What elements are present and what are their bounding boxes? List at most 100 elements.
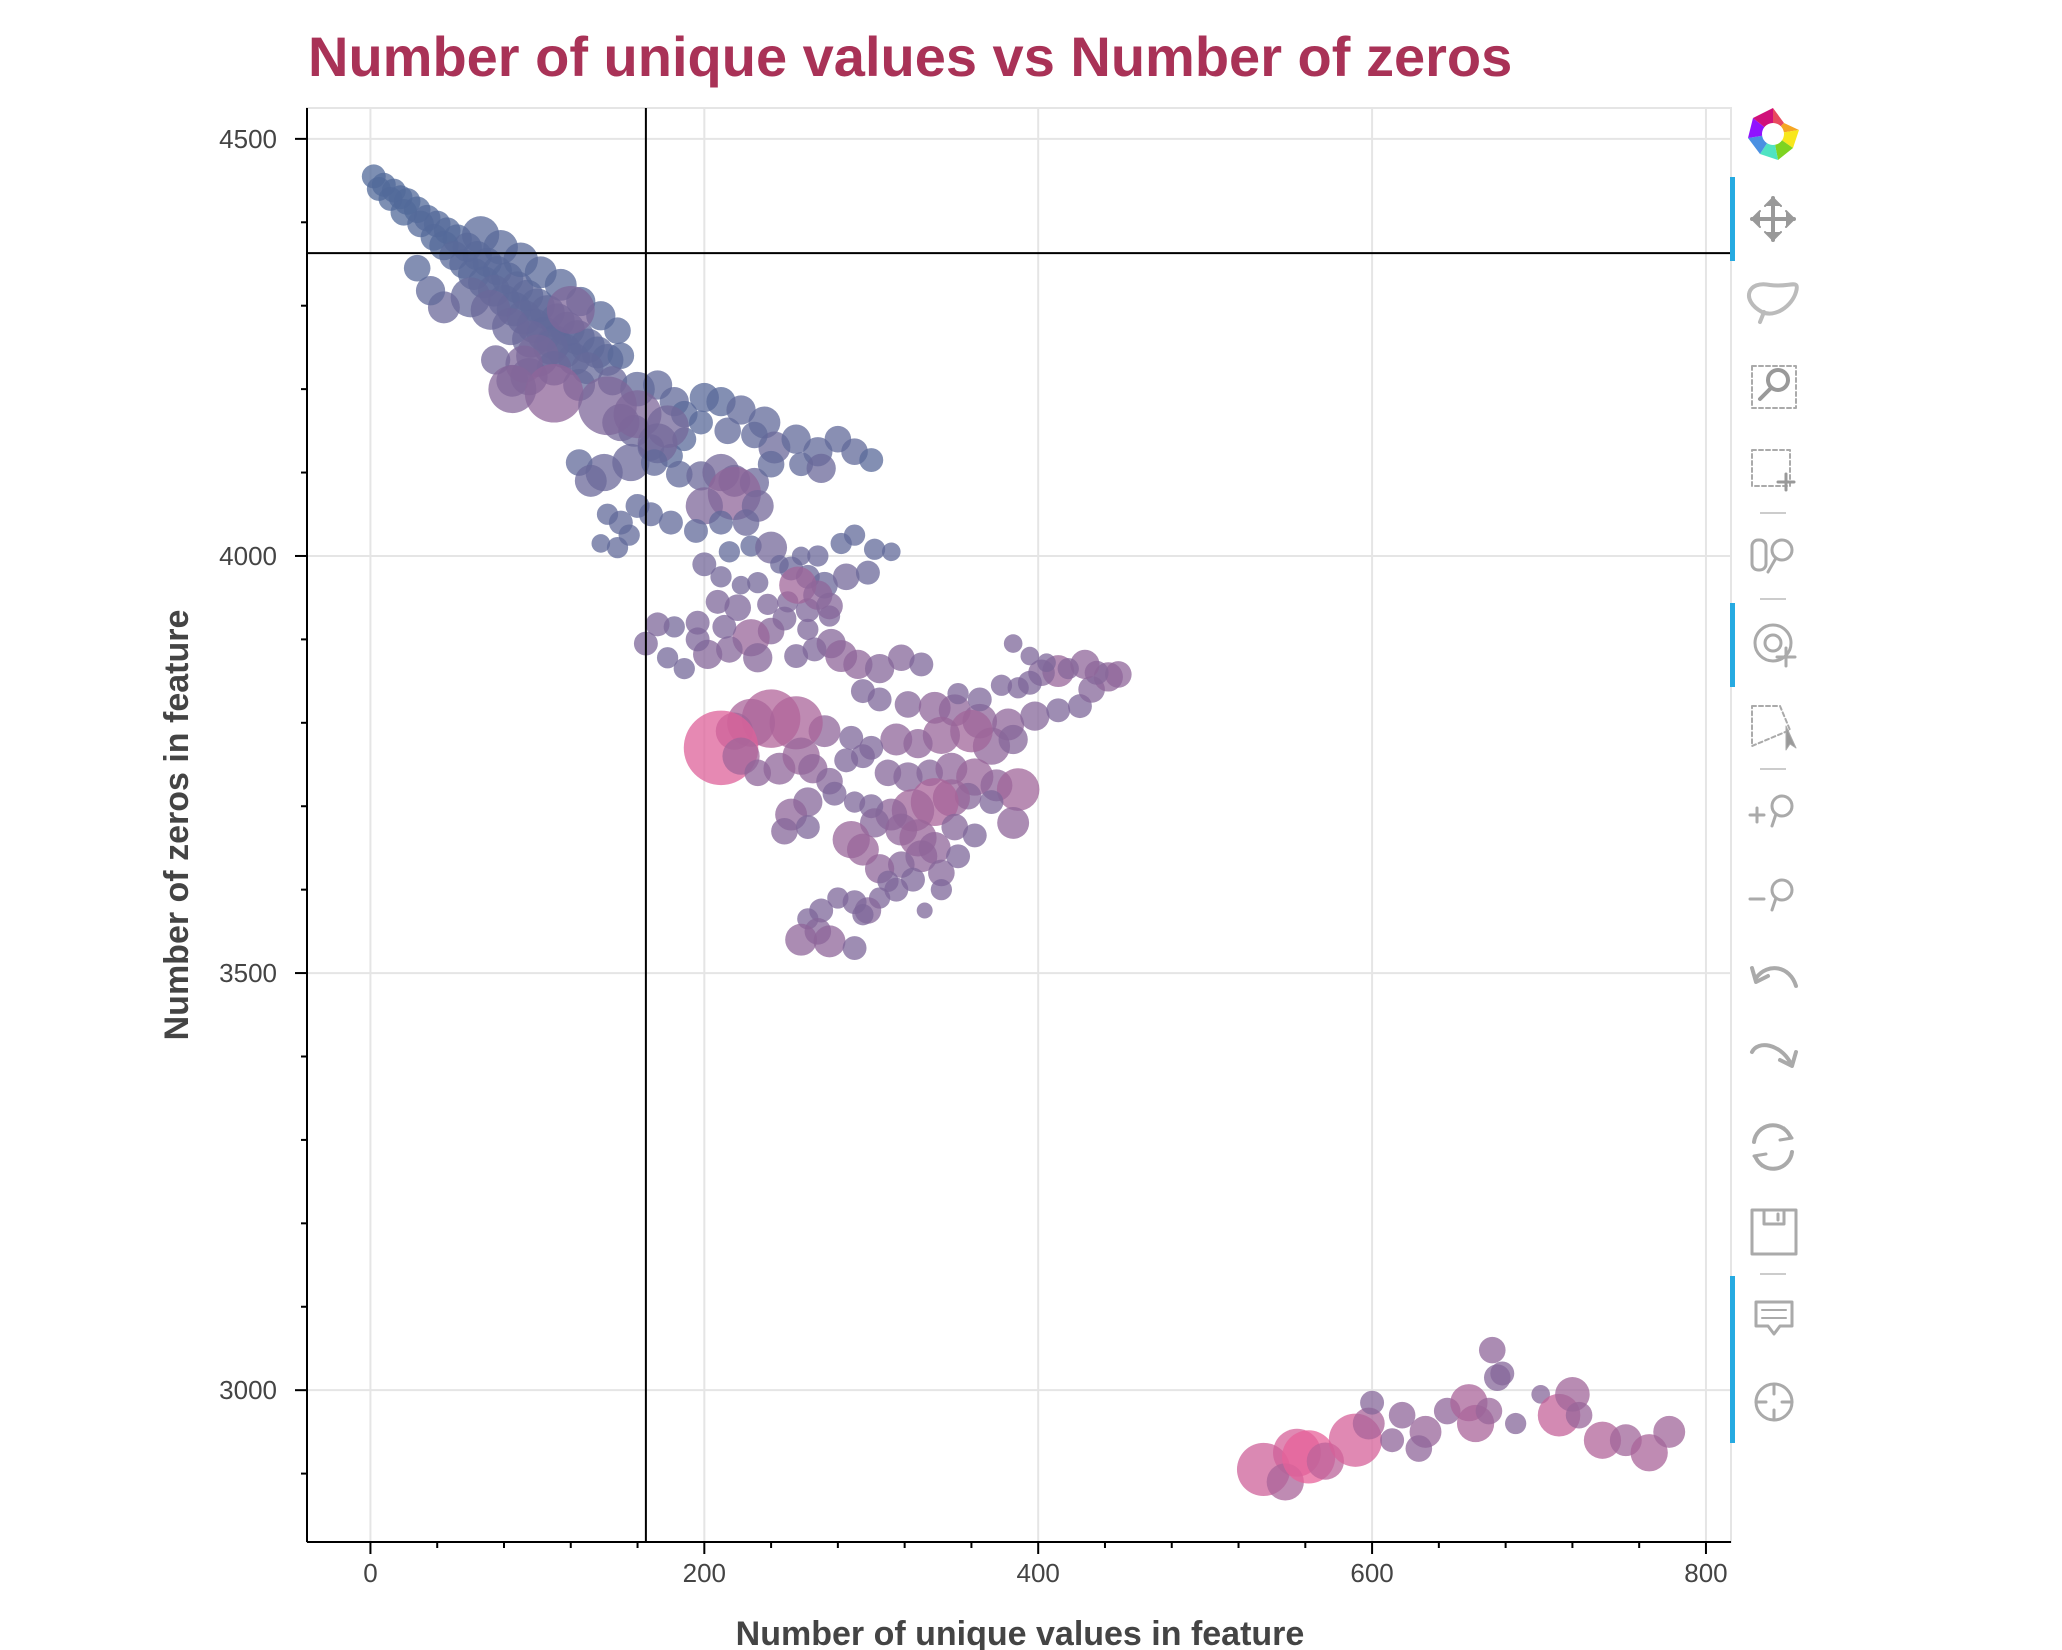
- x-tick-label: 0: [363, 1558, 377, 1588]
- undo-icon[interactable]: [1750, 966, 1798, 988]
- data-point: [850, 744, 875, 769]
- data-point: [967, 687, 992, 712]
- data-point: [1478, 1336, 1506, 1364]
- data-point: [1105, 661, 1132, 688]
- data-point: [1475, 1397, 1503, 1425]
- x-tick-label: 800: [1684, 1558, 1727, 1588]
- x-tick-label: 200: [683, 1558, 726, 1588]
- inspect-active-indicator: [1730, 1276, 1735, 1443]
- bokeh-logo[interactable]: [1747, 108, 1799, 160]
- data-point: [403, 254, 431, 282]
- data-point: [574, 464, 607, 497]
- tap-select-icon[interactable]: [1751, 705, 1797, 751]
- data-point: [842, 936, 867, 961]
- data-point: [1505, 1412, 1527, 1435]
- data-point: [524, 364, 584, 423]
- wheel-zoom-icon[interactable]: [1753, 623, 1797, 668]
- data-point: [684, 518, 708, 543]
- data-point: [797, 618, 819, 641]
- save-icon[interactable]: [1750, 1208, 1798, 1256]
- data-point: [656, 647, 679, 669]
- data-point: [839, 725, 864, 750]
- data-point: [1020, 701, 1050, 731]
- data-point: [714, 417, 741, 445]
- reset-icon[interactable]: [1752, 1123, 1794, 1171]
- data-point: [709, 510, 733, 535]
- pan-active-indicator: [1730, 177, 1735, 261]
- data-point: [658, 510, 683, 535]
- data-point: [645, 612, 670, 637]
- data-point: [909, 652, 934, 677]
- y-tick-label: 3000: [219, 1375, 277, 1405]
- data-point: [1057, 657, 1079, 680]
- data-point: [864, 653, 895, 684]
- crosshair-icon[interactable]: [1754, 1382, 1794, 1422]
- data-point: [791, 546, 811, 566]
- data-point: [1046, 698, 1071, 723]
- data-point: [962, 823, 987, 848]
- data-point: [770, 555, 789, 574]
- data-point: [990, 674, 1013, 696]
- data-point: [843, 524, 866, 546]
- data-point: [1405, 1435, 1433, 1462]
- data-point: [880, 723, 913, 756]
- data-point: [946, 844, 971, 869]
- data-point: [488, 365, 537, 414]
- redo-icon[interactable]: [1750, 1043, 1798, 1068]
- data-point: [947, 682, 969, 705]
- data-point: [852, 904, 874, 926]
- data-point: [743, 643, 773, 673]
- y-tick-label: 4500: [219, 124, 277, 154]
- data-point: [757, 450, 785, 478]
- zoom-in-tool-icon[interactable]: [1750, 538, 1794, 574]
- data-point: [726, 395, 756, 425]
- data-point: [813, 925, 846, 958]
- data-point: [893, 762, 923, 792]
- zoom-out-icon[interactable]: [1748, 878, 1794, 912]
- data-point: [843, 791, 866, 813]
- data-point: [998, 724, 1028, 755]
- data-point: [716, 636, 743, 663]
- data-point: [1653, 1415, 1686, 1448]
- toolbar: [1730, 108, 1799, 1443]
- box-zoom-icon[interactable]: [1751, 365, 1797, 409]
- data-point: [827, 887, 849, 909]
- data-point: [888, 644, 915, 672]
- data-point: [1565, 1401, 1593, 1429]
- data-point: [685, 610, 710, 635]
- data-point: [710, 566, 732, 588]
- data-point: [712, 614, 737, 639]
- data-point: [1352, 1407, 1385, 1440]
- data-point: [673, 657, 695, 680]
- box-select-icon[interactable]: [1751, 449, 1796, 492]
- x-tick-label: 400: [1017, 1558, 1060, 1588]
- data-point: [928, 859, 955, 887]
- data-point: [822, 781, 847, 806]
- data-point: [771, 817, 798, 845]
- pan-tool-icon[interactable]: [1750, 196, 1796, 242]
- data-point: [867, 687, 892, 712]
- lasso-select-icon[interactable]: [1747, 282, 1799, 324]
- data-point: [604, 317, 631, 345]
- data-point: [732, 509, 760, 536]
- data-point: [606, 536, 629, 559]
- y-tick-label: 4000: [219, 541, 277, 571]
- x-axis-label: Number of unique values in feature: [736, 1615, 1305, 1650]
- data-point: [996, 768, 1040, 811]
- data-point: [807, 545, 829, 567]
- crosshair: [307, 108, 1731, 1542]
- zoom-in-icon[interactable]: [1748, 794, 1794, 828]
- data-point: [724, 594, 752, 621]
- data-point: [640, 449, 668, 476]
- data-point: [832, 820, 870, 859]
- hover-icon[interactable]: [1754, 1300, 1794, 1336]
- data-point: [930, 879, 953, 901]
- data-point: [859, 448, 884, 473]
- data-point: [1380, 1428, 1405, 1453]
- data-point: [1020, 646, 1040, 666]
- data-point: [596, 503, 619, 525]
- data-point: [979, 790, 1004, 815]
- data-point: [881, 542, 901, 562]
- data-point: [894, 691, 922, 718]
